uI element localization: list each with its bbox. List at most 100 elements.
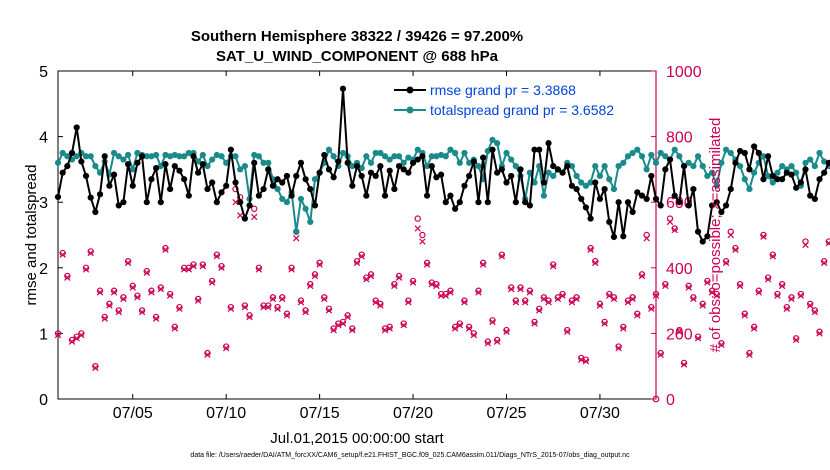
rmse-point [779, 176, 786, 183]
rmse-point [522, 199, 529, 206]
totalspread-point [615, 163, 622, 170]
obs-possible-point [222, 343, 230, 350]
obs-possible-point [110, 287, 118, 294]
obs-assimilated-stroke [246, 313, 253, 321]
obs-assimilated-stroke [634, 312, 641, 319]
obs-assimilated-point [358, 253, 365, 260]
obs-possible-point [540, 294, 548, 301]
y-tick-label-left: 2 [39, 261, 48, 278]
obs-possible-point [208, 277, 216, 285]
totalspread-point [704, 172, 711, 180]
obs-assimilated-point [755, 289, 763, 296]
obs-assimilated-stroke [162, 246, 169, 253]
totalspread-point [741, 176, 748, 183]
obs-assimilated-point [578, 356, 585, 363]
totalspread-point [662, 153, 669, 160]
obs-assimilated-point [788, 295, 795, 303]
obs-assimilated-point [559, 292, 566, 299]
rmse-point [321, 151, 328, 159]
rmse-point [358, 172, 365, 180]
rmse-point [227, 146, 234, 153]
obs-assimilated-stroke [199, 262, 207, 270]
rmse-point [423, 192, 431, 199]
obs-possible-point [213, 251, 221, 258]
rmse-point [106, 182, 113, 189]
obs-possible-point [760, 231, 767, 239]
obs-possible-point [330, 325, 337, 332]
rmse-point [395, 163, 403, 170]
totalspread-point [349, 163, 356, 170]
totalspread-point [811, 163, 818, 170]
rmse-point [536, 146, 543, 153]
obs-assimilated-point [685, 284, 692, 291]
rmse-point [568, 182, 576, 189]
obs-possible-point [746, 349, 753, 357]
totalspread-point [610, 185, 618, 193]
obs-possible-point [414, 215, 421, 222]
totalspread-point [181, 153, 188, 160]
totalspread-point [760, 153, 767, 160]
rmse-point [722, 202, 730, 209]
obs-assimilated-stroke [746, 351, 753, 358]
obs-assimilated-point [363, 276, 370, 283]
totalspread-point [629, 149, 636, 157]
obs-possible-point [423, 259, 431, 267]
obs-possible-point [778, 281, 786, 288]
obs-assimilated-stroke [405, 299, 412, 306]
obs-assimilated-point [484, 340, 492, 347]
obs-assimilated-stroke [442, 292, 449, 299]
rmse-point [582, 204, 590, 211]
obs-assimilated-point [535, 307, 543, 314]
obs-possible-point [129, 282, 136, 290]
totalspread-point [297, 195, 305, 203]
obs-assimilated-stroke [620, 325, 627, 332]
obs-possible-point [358, 251, 365, 258]
obs-assimilated-stroke [783, 305, 791, 313]
obs-possible-point [638, 271, 646, 278]
obs-assimilated-point [596, 302, 604, 309]
obs-possible-point [732, 244, 739, 252]
totalspread-point [494, 140, 501, 147]
rmse-point [316, 169, 323, 176]
rmse-point [666, 156, 674, 163]
obs-assimilated-stroke [610, 295, 618, 303]
obs-assimilated-point [124, 259, 132, 267]
obs-assimilated-stroke [157, 285, 165, 293]
obs-possible-point [241, 302, 249, 309]
totalspread-point [648, 151, 655, 159]
totalspread-point [92, 163, 99, 170]
obs-possible-point [662, 281, 669, 288]
obs-possible-point [447, 287, 454, 294]
legend-rmse-marker [406, 86, 414, 94]
obs-assimilated-stroke [699, 302, 706, 309]
obs-assimilated-stroke [535, 307, 543, 314]
obs-assimilated-point [134, 294, 141, 301]
obs-assimilated-point [601, 320, 608, 327]
obs-assimilated-point [461, 299, 468, 306]
rmse-point [629, 208, 636, 216]
obs-assimilated-point [503, 328, 510, 335]
obs-possible-point [461, 297, 468, 304]
rmse-point [447, 192, 454, 199]
totalspread-point [447, 146, 454, 153]
obs-assimilated-stroke [587, 246, 594, 253]
totalspread-point [713, 182, 720, 189]
obs-possible-point [704, 277, 711, 285]
rmse-point [704, 233, 711, 240]
rmse-point [624, 199, 632, 206]
obs-possible-point [797, 290, 805, 298]
obs-assimilated-stroke [414, 225, 421, 232]
axes-ticks: 07/05 07/10 07/15 07/20 07/25 07/30 0 1 2 3 4 5 0 200… [39, 64, 702, 422]
obs-assimilated-point [732, 246, 739, 253]
x-tick-label: 07/15 [300, 405, 340, 422]
obs-assimilated-point [610, 295, 618, 303]
obs-assimilated-point [648, 305, 655, 313]
totalspread-point [694, 153, 702, 160]
obs-possible-point [405, 297, 412, 304]
obs-assimilated-stroke [736, 282, 744, 290]
obs-assimilated-point [666, 218, 674, 226]
obs-assimilated-point [475, 289, 482, 296]
totalspread-point [260, 159, 267, 166]
obs-assimilated-point [615, 344, 622, 352]
rmse-point [601, 185, 608, 193]
